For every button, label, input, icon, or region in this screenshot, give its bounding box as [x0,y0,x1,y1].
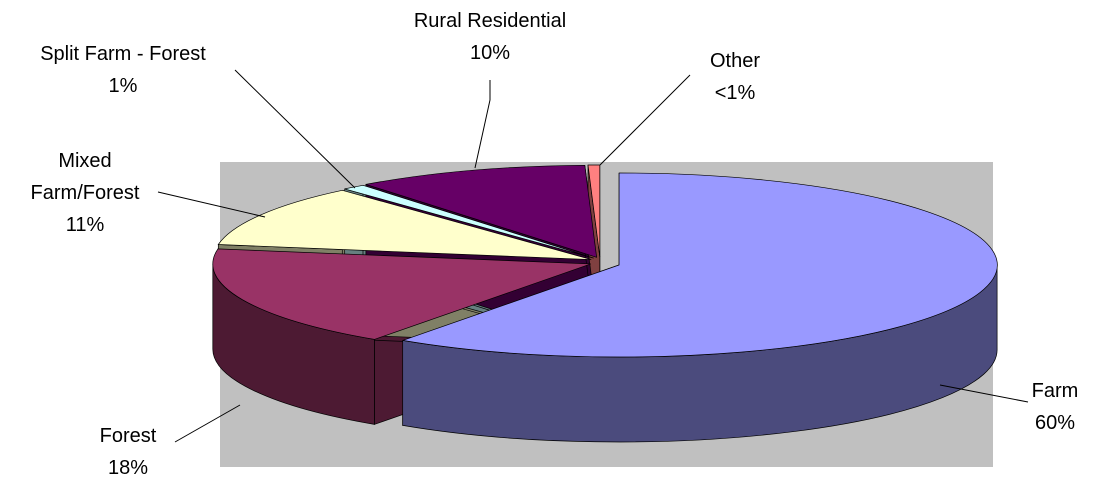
slice [402,172,998,358]
slice [217,189,592,260]
slice-label: Rural Residential 10% [405,5,575,69]
leader-line [474,80,491,169]
leader-line [599,74,691,166]
slice-label: Mixed Farm/Forest 11% [20,145,150,241]
slice-value-label: 1% [108,75,138,97]
leader-line [939,384,1029,403]
slice-label: Farm 60% [970,375,1096,439]
slice [212,248,591,340]
leader-line [174,404,241,443]
slice-value-label: 60% [1034,412,1076,434]
slice-value-label: 18% [107,457,149,479]
leader-line [234,69,356,189]
slice [587,164,601,258]
slice [365,164,598,258]
slice-value-label: 11% [65,214,105,236]
slice-name: Farm [1031,380,1079,402]
slice-name: Forest [99,425,157,447]
slice-label: Other <1% [650,45,820,109]
slice-value-label: 10% [469,42,511,64]
slice-name: Mixed Farm/Forest [30,150,140,204]
slice-label: Split Farm - Forest 1% [38,38,208,102]
slice-value-label: <1% [714,82,756,104]
leader-line [157,191,266,218]
slice-name: Rural Residential [413,10,567,32]
slice-label: Forest 18% [43,420,213,481]
slice-name: Split Farm - Forest [40,43,206,65]
slice-name: Other [709,50,761,72]
